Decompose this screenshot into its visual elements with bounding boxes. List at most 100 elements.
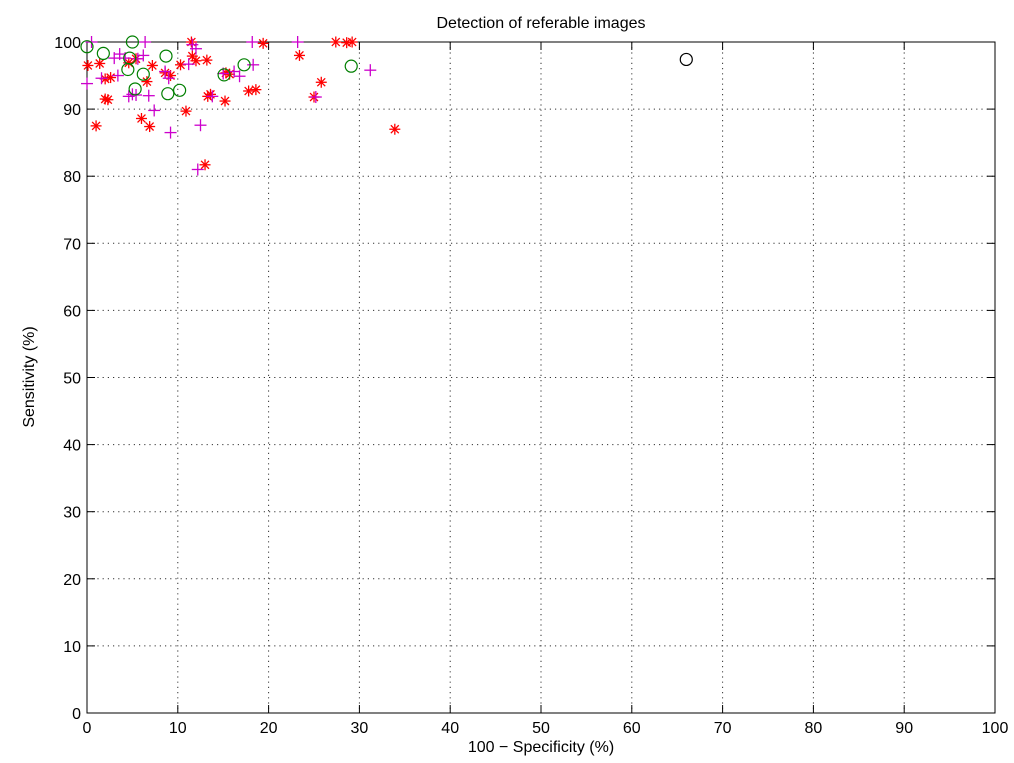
data-point-circle (96, 46, 110, 61)
data-point-asterisk (389, 123, 401, 135)
data-point-plus (247, 58, 260, 71)
ast-d2 (200, 160, 210, 170)
axes (86, 41, 996, 714)
data-point-asterisk (346, 36, 358, 48)
data-point-plus (246, 36, 259, 48)
data-point-plus (206, 90, 219, 103)
ast-d2 (316, 77, 326, 87)
y-tick-label: 90 (63, 102, 81, 119)
y-tick-labels: 0 10 20 30 40 50 60 70 80 90 100 (54, 35, 81, 723)
data-point-circle (173, 83, 187, 97)
ast-d2 (202, 55, 212, 65)
data-point-plus (364, 64, 377, 77)
data-point-asterisk (341, 37, 353, 49)
y-tick-label: 70 (63, 236, 81, 253)
data-point-asterisk (185, 36, 197, 48)
y-tick-label: 100 (54, 35, 81, 52)
data-point-plus (194, 119, 207, 132)
data-point-asterisk (201, 54, 213, 66)
data-point-asterisk (175, 59, 187, 71)
data-point-circle (237, 58, 251, 72)
data-point-plus (189, 42, 202, 55)
y-tick-label: 0 (72, 706, 81, 723)
data-point-asterisk (257, 37, 269, 49)
data-point-asterisk (330, 36, 342, 48)
data-point-circle (123, 51, 137, 65)
data-point-plus (162, 72, 175, 85)
ast-d2 (83, 61, 93, 70)
x-tick-label: 70 (714, 720, 732, 737)
data-point-plus (182, 58, 195, 71)
data-point-asterisk (82, 59, 94, 71)
ast-d2 (100, 74, 110, 84)
ast-d2 (91, 121, 101, 131)
x-tick-label: 30 (351, 720, 369, 737)
y-tick-label: 20 (63, 572, 81, 589)
data-point-asterisk (146, 59, 158, 71)
data-point-circle (217, 68, 231, 82)
data-point-plus (191, 163, 204, 176)
data-points (80, 35, 693, 176)
ast-d2 (347, 37, 357, 47)
data-point-circle (125, 35, 139, 49)
data-point-circle (159, 49, 173, 63)
data-point-plus (95, 72, 108, 85)
data-point-plus (137, 49, 150, 62)
x-tick-labels: 0 10 20 30 40 50 60 70 80 90 100 (83, 720, 1009, 737)
ast-d2 (137, 114, 146, 123)
data-point-plus (139, 36, 152, 48)
data-point-plus (309, 91, 322, 104)
ast-d2 (295, 51, 304, 60)
data-point-asterisk (199, 159, 211, 171)
data-point-circle (344, 59, 358, 73)
y-tick-label: 30 (63, 505, 81, 522)
ast-d2 (147, 61, 157, 70)
data-point-asterisk (141, 76, 153, 88)
y-tick-label: 80 (63, 169, 81, 186)
data-point-asterisk (90, 120, 102, 132)
y-tick-label: 60 (63, 303, 81, 320)
x-tick-label: 60 (623, 720, 641, 737)
data-point-circle (161, 87, 175, 101)
x-tick-label: 40 (441, 720, 459, 737)
data-point-asterisk (135, 112, 147, 124)
y-tick-label: 40 (63, 438, 81, 455)
ast-d2 (95, 59, 105, 68)
ast-d2 (181, 106, 191, 116)
x-tick-label: 90 (895, 720, 913, 737)
ast-d2 (390, 124, 400, 134)
data-point-plus (233, 70, 246, 83)
x-tick-label: 20 (260, 720, 278, 737)
x-tick-label: 100 (982, 720, 1009, 737)
chart-title: Detection of referable images (437, 15, 646, 32)
ast-d2 (124, 58, 134, 68)
data-point-asterisk (105, 72, 117, 84)
ast-d2 (103, 95, 113, 105)
data-point-asterisk (94, 57, 106, 69)
data-point-asterisk (190, 55, 202, 67)
data-point-plus (291, 36, 304, 48)
ast-d2 (331, 37, 341, 47)
x-tick-label: 80 (805, 720, 823, 737)
grid (87, 42, 995, 713)
ast-d2 (191, 56, 201, 66)
data-point-asterisk (204, 88, 216, 100)
y-tick-label: 10 (63, 639, 81, 656)
data-point-asterisk (144, 121, 156, 133)
data-point-plus (228, 65, 241, 78)
data-point-circle (136, 67, 150, 81)
data-point-plus (159, 65, 172, 78)
data-point-asterisk (219, 95, 231, 107)
data-point-plus (148, 104, 161, 117)
x-axis-label: 100 − Specificity (%) (468, 739, 614, 756)
data-point-asterisk (250, 84, 262, 96)
data-point-circle (128, 82, 142, 96)
y-tick-label: 50 (63, 371, 81, 388)
x-tick-label: 10 (169, 720, 187, 737)
ast-d2 (244, 86, 254, 96)
ast-d2 (258, 38, 268, 48)
data-point-asterisk (243, 85, 255, 97)
ast-d2 (145, 122, 155, 131)
data-point-asterisk (102, 94, 114, 106)
